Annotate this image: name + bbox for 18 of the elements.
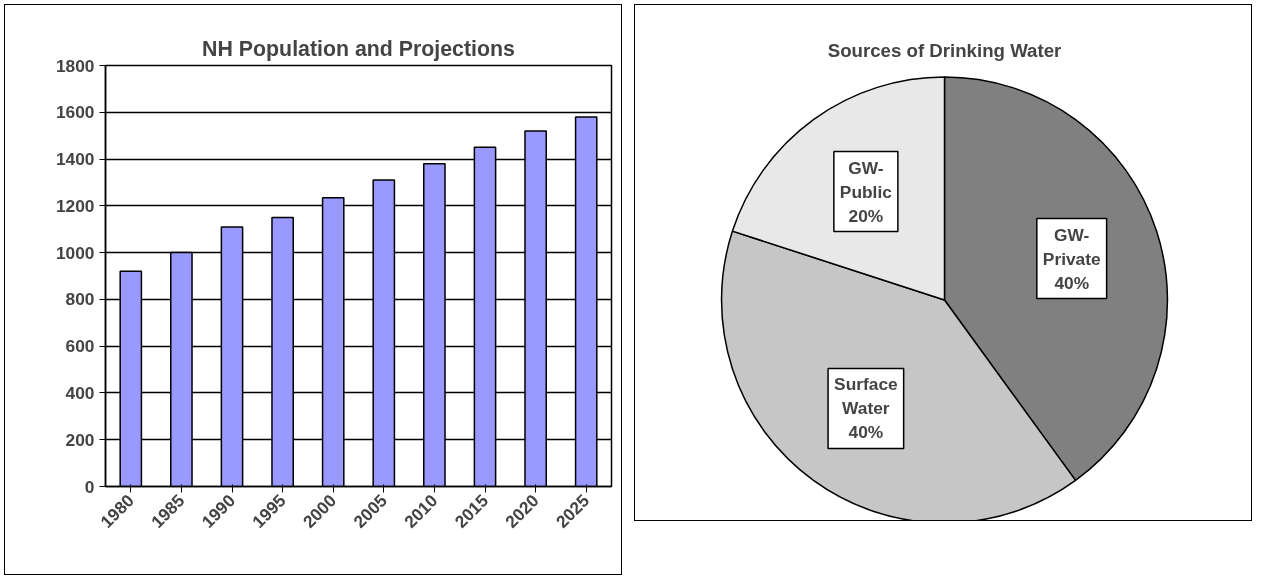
slice-label: GW-Private bbox=[1042, 224, 1101, 269]
chart-title: Sources of Drinking Water bbox=[827, 39, 1062, 61]
chart-title: NH Population and Projections bbox=[202, 36, 515, 61]
y-tick-label: 1600 bbox=[55, 102, 95, 123]
y-tick-label: 200 bbox=[65, 429, 95, 450]
y-tick-label: 0 bbox=[84, 476, 95, 497]
y-tick-label: 1200 bbox=[55, 195, 95, 216]
y-tick-label: 800 bbox=[65, 289, 95, 310]
data-label: 40% bbox=[848, 422, 884, 443]
slice-label: Surface Water bbox=[834, 374, 899, 419]
data-label: 20% bbox=[848, 205, 884, 226]
y-tick-label: 1800 bbox=[55, 55, 95, 76]
data-label: 40% bbox=[1054, 272, 1090, 293]
y-tick-label: 1000 bbox=[55, 242, 95, 263]
slice-label: GW-Public bbox=[839, 157, 893, 202]
y-tick-label: 600 bbox=[65, 336, 95, 357]
y-tick-label: 400 bbox=[65, 382, 95, 403]
y-tick-label: 1400 bbox=[55, 149, 95, 170]
